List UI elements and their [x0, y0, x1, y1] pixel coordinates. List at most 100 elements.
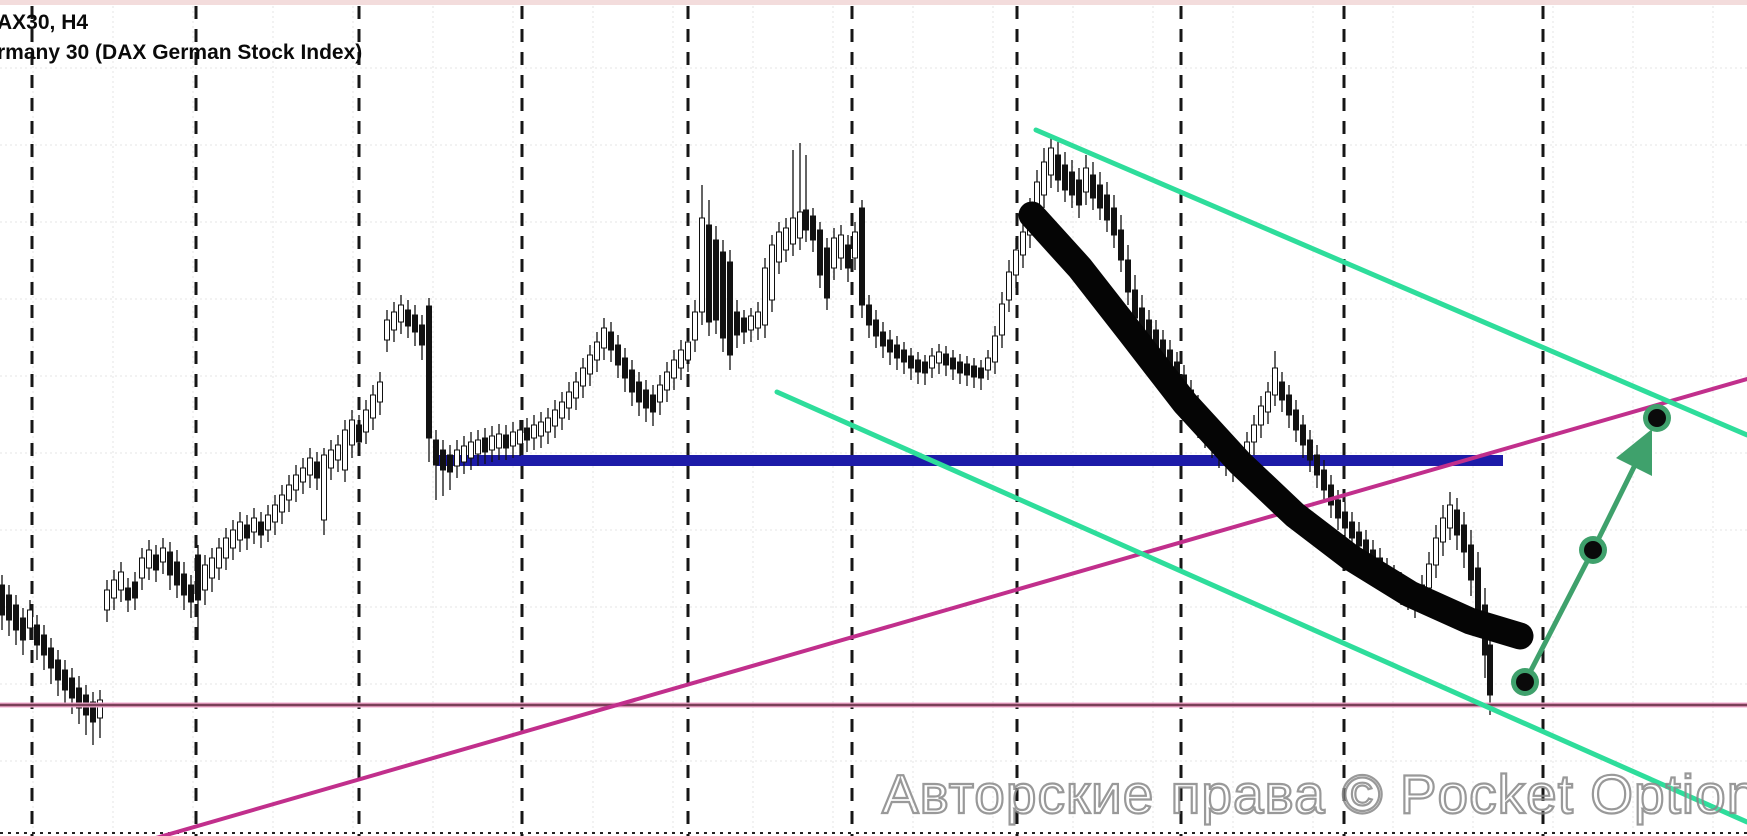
candle-body — [272, 504, 278, 523]
instrument-description-label: rmany 30 (DAX German Stock Index) — [0, 41, 363, 64]
candle-body — [580, 367, 586, 387]
candle-body — [566, 391, 572, 409]
forecast-dot-core — [1584, 541, 1602, 559]
candle-body — [1006, 271, 1012, 301]
candle-body — [6, 594, 12, 621]
candle-body — [1487, 644, 1493, 696]
candle-body — [1118, 229, 1124, 261]
candle-body — [258, 521, 264, 536]
candle-body — [1125, 259, 1131, 293]
candle-body — [859, 207, 865, 306]
candle-body — [1048, 147, 1054, 176]
candle-body — [1300, 424, 1306, 446]
candle-body — [174, 561, 180, 586]
candle-body — [908, 355, 914, 369]
candle-body — [1433, 537, 1439, 566]
hand-drawn-decline-stroke — [1018, 201, 1534, 650]
candle-body — [531, 424, 537, 439]
candle-body — [1475, 567, 1481, 611]
candle-body — [328, 449, 334, 469]
candle-body — [1055, 154, 1061, 181]
candle-body — [363, 409, 369, 433]
candle-body — [936, 351, 942, 364]
candle-body — [636, 381, 642, 403]
candle-body — [34, 624, 40, 646]
candle-body — [1356, 531, 1362, 547]
candle-body — [915, 359, 921, 373]
candle-body — [405, 309, 411, 327]
candle-body — [964, 363, 970, 376]
candle-body — [139, 557, 145, 579]
channel-upper-line — [1033, 127, 1747, 438]
candle-body — [608, 331, 614, 351]
candle-body — [901, 349, 907, 363]
candle-body — [1104, 194, 1110, 221]
candle-body — [769, 244, 775, 301]
candle-body — [1440, 517, 1446, 543]
candle-body — [195, 554, 201, 601]
candle-body — [1041, 161, 1047, 196]
candle-body — [1265, 391, 1271, 413]
candle-body — [810, 215, 816, 241]
candle-body — [622, 357, 628, 379]
candle-body — [985, 357, 991, 371]
candle-body — [1454, 509, 1460, 536]
candle-body — [20, 617, 26, 641]
candle-body — [496, 433, 502, 449]
candle-body — [1111, 207, 1117, 236]
candle-body — [230, 529, 236, 549]
candle-body — [349, 419, 355, 446]
candle-body — [692, 311, 698, 341]
candle-body — [601, 327, 607, 349]
candle-body — [237, 521, 243, 541]
candle-body — [783, 227, 789, 251]
support-level-bar — [436, 455, 1503, 466]
candle-body — [629, 369, 635, 393]
candle-body — [69, 677, 75, 699]
candle-body — [1251, 424, 1257, 443]
candle-body — [1069, 171, 1075, 196]
candle-body — [468, 441, 474, 459]
candle-body — [1426, 563, 1432, 589]
candle-body — [321, 454, 327, 521]
top-edge-strip — [0, 0, 1747, 5]
candle-body — [873, 319, 879, 337]
candle-body — [118, 571, 124, 591]
candle-body — [1468, 544, 1474, 581]
candle-body — [419, 324, 425, 346]
candle-body — [104, 589, 110, 611]
candle-body — [97, 699, 103, 719]
forecast-dot-core — [1648, 409, 1666, 427]
candle-body — [552, 409, 558, 427]
candle-body — [0, 584, 5, 616]
candle-body — [377, 381, 383, 403]
candle-body — [734, 311, 740, 336]
candle-body — [1335, 499, 1341, 519]
candle-body — [706, 224, 712, 323]
candle-body — [251, 517, 257, 533]
pocket-option-copyright-watermark: Авторские права © Pocket Option — [881, 762, 1747, 826]
candle-body — [1342, 511, 1348, 529]
forecast-arrow-head — [1616, 429, 1652, 476]
candle-body — [573, 381, 579, 399]
candle-body — [111, 579, 117, 599]
ascending-trendline — [155, 377, 1747, 836]
candle-body — [957, 361, 963, 374]
candle-body — [748, 315, 754, 331]
candle-body — [1328, 484, 1334, 506]
candle-body — [1279, 381, 1285, 401]
forecast-dot-core — [1516, 673, 1534, 691]
candle-body — [671, 359, 677, 379]
candle-body — [755, 311, 761, 329]
candle-body — [657, 384, 663, 403]
candle-body — [48, 647, 54, 669]
candle-body — [370, 394, 376, 419]
candle-body — [950, 357, 956, 370]
candle-body — [720, 251, 726, 339]
candle-body — [1097, 184, 1103, 209]
candle-body — [244, 524, 250, 539]
candle-body — [643, 389, 649, 409]
candle-body — [216, 547, 222, 569]
candle-body — [678, 349, 684, 369]
